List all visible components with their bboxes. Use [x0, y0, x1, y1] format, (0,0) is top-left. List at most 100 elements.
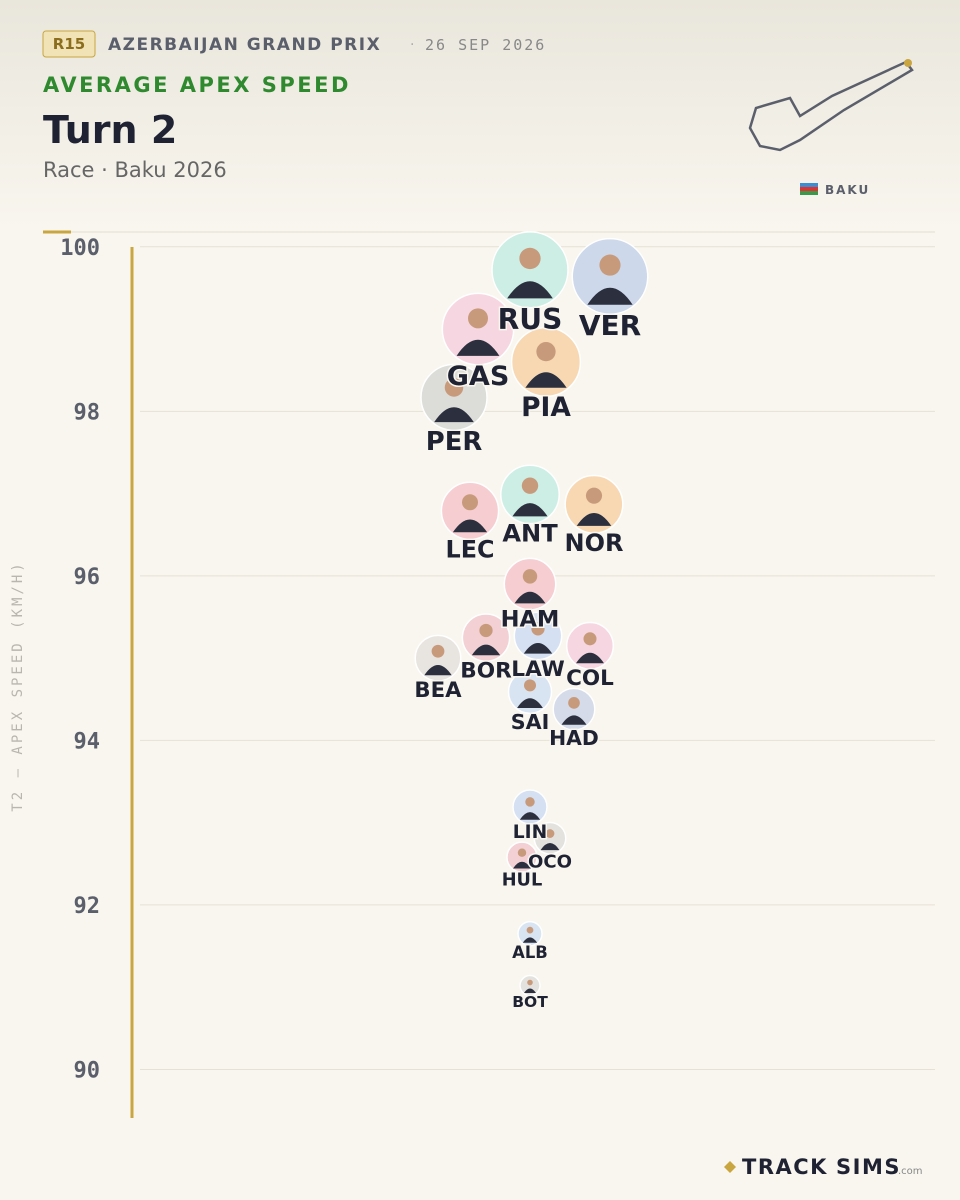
- location: BAKU: [825, 183, 870, 197]
- driver-label: PIA: [521, 392, 571, 423]
- driver-head: [536, 342, 556, 362]
- y-axis-label: T2 — APEX SPEED (KM/H): [10, 560, 26, 811]
- y-tick-label: 92: [74, 894, 101, 919]
- driver-body: [434, 407, 474, 423]
- driver-label: SAI: [511, 710, 550, 734]
- driver-body: [519, 812, 541, 820]
- driver-marker: [506, 841, 538, 873]
- brand-sims: SIMS: [836, 1155, 901, 1179]
- driver-marker: [414, 634, 462, 682]
- driver-head: [517, 848, 527, 857]
- driver-body: [514, 591, 546, 604]
- driver-marker: [564, 474, 624, 534]
- driver-head: [444, 378, 464, 397]
- driver-body: [561, 715, 587, 725]
- driver-label: LEC: [446, 535, 495, 563]
- y-tick-label: 98: [74, 400, 101, 425]
- y-tick-label: 90: [74, 1058, 101, 1083]
- driver-head: [599, 254, 621, 276]
- driver: BOT: [511, 974, 550, 1013]
- brand-track: TRACK: [742, 1155, 828, 1179]
- driver-label: HAM: [501, 607, 560, 633]
- y-tick-label: 94: [74, 729, 101, 754]
- driver: NOR: [563, 474, 625, 559]
- driver: PIA: [510, 326, 582, 425]
- driver-label: GAS: [447, 361, 510, 392]
- driver-label: PER: [426, 427, 483, 457]
- driver-label: ANT: [502, 520, 558, 548]
- track-marker: [904, 59, 912, 67]
- driver-body: [517, 698, 543, 708]
- driver-head: [526, 926, 534, 934]
- driver-body: [524, 988, 536, 994]
- driver-body: [512, 503, 548, 517]
- driver-label: COL: [566, 666, 614, 691]
- brand-suffix: .com: [898, 1166, 923, 1177]
- driver-label: HAD: [549, 726, 599, 750]
- kicker: AVERAGE APEX SPEED: [43, 73, 351, 97]
- driver-label: BEA: [414, 678, 462, 703]
- driver-body: [512, 861, 532, 869]
- driver-head: [468, 308, 488, 329]
- driver: LAW: [510, 611, 566, 683]
- driver: SAI: [507, 669, 553, 735]
- driver-head: [519, 247, 541, 270]
- driver-head: [545, 829, 555, 838]
- driver-head: [479, 623, 493, 638]
- driver-body: [452, 519, 488, 533]
- driver-head: [583, 632, 597, 646]
- driver-label: ALB: [512, 943, 548, 962]
- driver-body: [456, 339, 500, 356]
- separator: ·: [410, 37, 414, 53]
- driver-marker: [512, 789, 548, 825]
- driver-head: [531, 622, 545, 636]
- driver-head: [462, 494, 478, 511]
- driver-head: [523, 679, 537, 692]
- driver-label: NOR: [565, 529, 624, 557]
- driver-marker: [503, 557, 557, 611]
- driver-label: RUS: [498, 303, 563, 336]
- driver: LIN: [511, 789, 549, 844]
- driver-head: [525, 797, 535, 807]
- subtitle: Race · Baku 2026: [43, 158, 227, 182]
- driver: LEC: [440, 481, 500, 565]
- driver-body: [587, 287, 633, 305]
- flag-stripe: [800, 191, 818, 195]
- driver-body: [522, 937, 538, 943]
- y-tick-label: 100: [60, 236, 100, 261]
- driver-marker: [500, 464, 560, 525]
- badge-box: [42, 30, 96, 58]
- driver-head: [522, 569, 538, 584]
- driver-label: BOR: [460, 658, 512, 683]
- driver-head: [527, 979, 533, 986]
- driver: ALB: [511, 920, 549, 964]
- driver-body: [576, 512, 612, 526]
- driver-marker: [519, 974, 541, 997]
- badge: R15: [53, 35, 85, 53]
- driver: BOR: [459, 613, 514, 685]
- driver-marker: [420, 363, 488, 432]
- driver: COL: [565, 621, 616, 693]
- driver-head: [431, 644, 445, 658]
- event: AZERBAIJAN GRAND PRIX: [108, 35, 381, 55]
- driver-marker: [533, 821, 567, 855]
- driver-body: [471, 644, 501, 656]
- driver: ANT: [500, 464, 560, 549]
- driver-body: [424, 664, 452, 676]
- driver-marker: [491, 231, 569, 309]
- flag-stripe: [800, 187, 818, 191]
- driver-marker: [461, 613, 511, 662]
- driver: HAM: [499, 557, 561, 634]
- date: 26 SEP 2026: [425, 36, 546, 54]
- driver-label: OCO: [528, 852, 572, 873]
- driver-label: LAW: [511, 657, 565, 682]
- driver: GAS: [441, 292, 515, 394]
- brand-mark: [724, 1161, 736, 1173]
- driver-marker: [571, 237, 649, 315]
- y-tick-label: 96: [74, 565, 101, 590]
- driver-head: [568, 697, 580, 709]
- driver-label: VER: [579, 309, 641, 342]
- driver-label: LIN: [513, 822, 547, 843]
- driver-body: [540, 843, 560, 851]
